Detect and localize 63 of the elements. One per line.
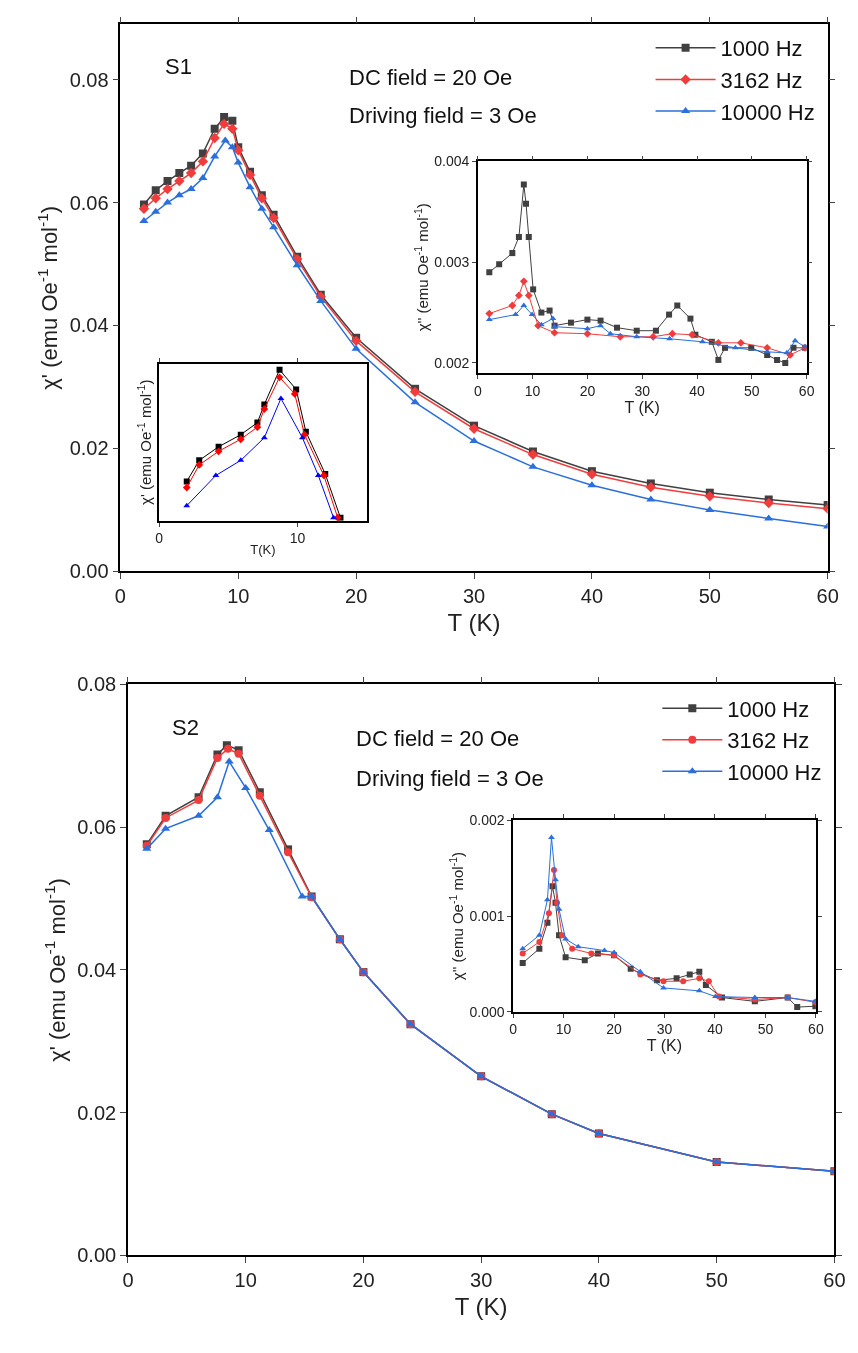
y-tick-label: 0.06 — [69, 191, 109, 214]
x-axis-title: T (K) — [624, 398, 660, 416]
x-tick-label: 60 — [816, 585, 839, 608]
legend-label: 3162 Hz — [727, 728, 810, 754]
x-tick-label: 10 — [555, 1021, 572, 1038]
y-tick-label: 0.02 — [77, 1101, 117, 1124]
x-tick-label: 10 — [289, 530, 306, 547]
y-tick-label: 0.02 — [69, 437, 109, 460]
x-tick-label: 50 — [744, 382, 760, 399]
x-axis-title: T (K) — [646, 1037, 683, 1055]
x-tick-label: 40 — [707, 1021, 723, 1038]
x-tick-label: 30 — [470, 1269, 493, 1292]
x-tick-label: 40 — [587, 1269, 611, 1292]
x-tick-label: 30 — [462, 585, 486, 608]
legend-label: 1000 Hz — [720, 36, 803, 62]
x-tick-label: 20 — [352, 1269, 375, 1292]
y-tick-label: 0.08 — [69, 68, 109, 91]
annotation: Driving field = 3 Oe — [356, 766, 544, 791]
x-tick-label: 30 — [634, 382, 651, 399]
x-tick-label: 60 — [823, 1269, 846, 1292]
x-tick-label: 30 — [656, 1021, 673, 1038]
legend-label: 10000 Hz — [720, 99, 815, 125]
y-tick-label: 0.004 — [434, 153, 470, 170]
legend-label: 1000 Hz — [727, 696, 810, 722]
x-tick-label: 10 — [524, 382, 541, 399]
y-tick-label: 0.000 — [469, 1003, 505, 1020]
x-tick-label: 0 — [122, 1269, 134, 1292]
y-tick-label: 0.001 — [469, 907, 505, 924]
x-axis-title: T (K) — [447, 608, 501, 636]
x-tick-label: 60 — [808, 1021, 824, 1038]
x-tick-label: 0 — [509, 1021, 518, 1038]
annotation: S1 — [165, 54, 192, 79]
x-tick-label: 50 — [757, 1021, 774, 1038]
y-tick-label: 0.04 — [69, 314, 109, 337]
x-axis-title: T(K) — [250, 542, 276, 558]
y-tick-label: 0.00 — [77, 1244, 117, 1267]
x-tick-label: 0 — [114, 585, 126, 608]
y-tick-label: 0.003 — [434, 254, 470, 271]
annotation: S2 — [172, 715, 199, 740]
y-tick-label: 0.08 — [77, 673, 117, 696]
y-tick-label: 0.00 — [69, 560, 109, 583]
annotation: DC field = 20 Oe — [349, 65, 513, 90]
annotation: DC field = 20 Oe — [356, 726, 520, 751]
y-tick-label: 0.002 — [469, 812, 505, 829]
x-tick-label: 10 — [227, 585, 250, 608]
x-tick-label: 40 — [689, 382, 706, 399]
x-tick-label: 0 — [155, 530, 164, 547]
x-tick-label: 20 — [579, 382, 596, 399]
x-tick-label: 60 — [798, 382, 815, 399]
x-axis-title: T (K) — [454, 1293, 508, 1321]
legend-label: 10000 Hz — [727, 759, 822, 785]
x-tick-label: 20 — [606, 1021, 623, 1038]
annotation: Driving field = 3 Oe — [349, 103, 537, 128]
y-tick-label: 0.04 — [77, 958, 117, 981]
x-tick-label: 50 — [698, 585, 721, 608]
x-tick-label: 20 — [345, 585, 368, 608]
y-tick-label: 0.06 — [77, 816, 117, 839]
x-tick-label: 40 — [580, 585, 604, 608]
x-tick-label: 10 — [234, 1269, 257, 1292]
x-tick-label: 50 — [705, 1269, 728, 1292]
legend-label: 3162 Hz — [720, 68, 803, 94]
y-tick-label: 0.002 — [434, 354, 470, 371]
x-tick-label: 0 — [473, 382, 482, 399]
